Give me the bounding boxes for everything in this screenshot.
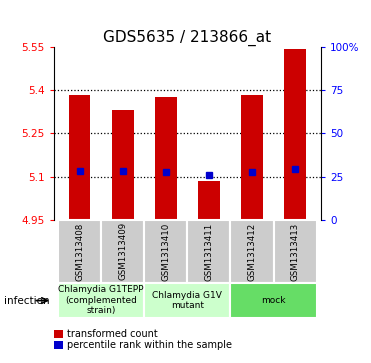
- Text: GSM1313410: GSM1313410: [161, 222, 170, 281]
- Bar: [230, 283, 316, 318]
- Bar: [112, 110, 134, 220]
- Bar: [273, 220, 316, 283]
- Text: mock: mock: [261, 296, 286, 305]
- Bar: [69, 95, 91, 220]
- Bar: [144, 220, 187, 283]
- Text: Chlamydia G1V
mutant: Chlamydia G1V mutant: [152, 291, 222, 310]
- Bar: [58, 220, 101, 283]
- Bar: [58, 283, 144, 318]
- Bar: [284, 49, 306, 220]
- Text: Chlamydia G1TEPP
(complemented
strain): Chlamydia G1TEPP (complemented strain): [59, 285, 144, 315]
- Bar: [101, 220, 144, 283]
- Text: infection: infection: [4, 295, 49, 306]
- Bar: [187, 220, 230, 283]
- Text: transformed count: transformed count: [67, 329, 158, 339]
- Text: GSM1313412: GSM1313412: [247, 222, 256, 281]
- Bar: [144, 283, 230, 318]
- Bar: [241, 95, 263, 220]
- Bar: [230, 220, 273, 283]
- Text: GSM1313409: GSM1313409: [118, 222, 127, 281]
- Text: GSM1313413: GSM1313413: [290, 222, 299, 281]
- Text: GSM1313411: GSM1313411: [204, 222, 213, 281]
- Title: GDS5635 / 213866_at: GDS5635 / 213866_at: [103, 30, 272, 46]
- Bar: [198, 181, 220, 220]
- Text: GSM1313408: GSM1313408: [75, 222, 84, 281]
- Bar: [155, 98, 177, 220]
- Text: percentile rank within the sample: percentile rank within the sample: [67, 340, 232, 350]
